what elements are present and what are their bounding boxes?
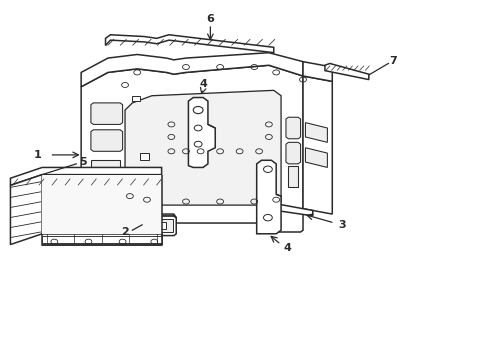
Polygon shape	[91, 175, 120, 189]
Text: 2: 2	[121, 228, 129, 237]
Polygon shape	[142, 216, 176, 235]
Text: 6: 6	[206, 14, 214, 24]
Polygon shape	[303, 62, 331, 81]
Text: 1: 1	[33, 150, 41, 160]
Polygon shape	[91, 130, 122, 151]
Polygon shape	[42, 235, 161, 243]
Polygon shape	[81, 53, 303, 87]
Polygon shape	[42, 234, 161, 244]
Text: 4: 4	[283, 243, 291, 253]
Polygon shape	[142, 214, 176, 218]
Polygon shape	[303, 76, 331, 214]
Polygon shape	[276, 209, 303, 232]
Polygon shape	[91, 160, 120, 173]
Text: 7: 7	[388, 55, 396, 66]
Polygon shape	[125, 90, 281, 205]
Polygon shape	[271, 203, 312, 216]
Polygon shape	[10, 175, 42, 244]
Polygon shape	[288, 166, 298, 187]
Polygon shape	[10, 167, 161, 185]
Polygon shape	[105, 35, 273, 53]
Polygon shape	[42, 175, 161, 234]
Polygon shape	[152, 222, 166, 229]
Polygon shape	[145, 220, 172, 232]
Polygon shape	[81, 65, 303, 223]
Polygon shape	[285, 142, 300, 164]
Polygon shape	[285, 117, 300, 139]
Polygon shape	[305, 123, 327, 142]
Text: 5: 5	[79, 157, 86, 167]
Text: 3: 3	[338, 220, 345, 230]
Polygon shape	[325, 63, 368, 80]
Polygon shape	[188, 98, 215, 167]
Polygon shape	[91, 103, 122, 125]
Polygon shape	[256, 160, 281, 234]
Polygon shape	[305, 148, 327, 167]
Text: 4: 4	[199, 79, 206, 89]
Polygon shape	[140, 153, 149, 160]
Polygon shape	[132, 96, 140, 101]
